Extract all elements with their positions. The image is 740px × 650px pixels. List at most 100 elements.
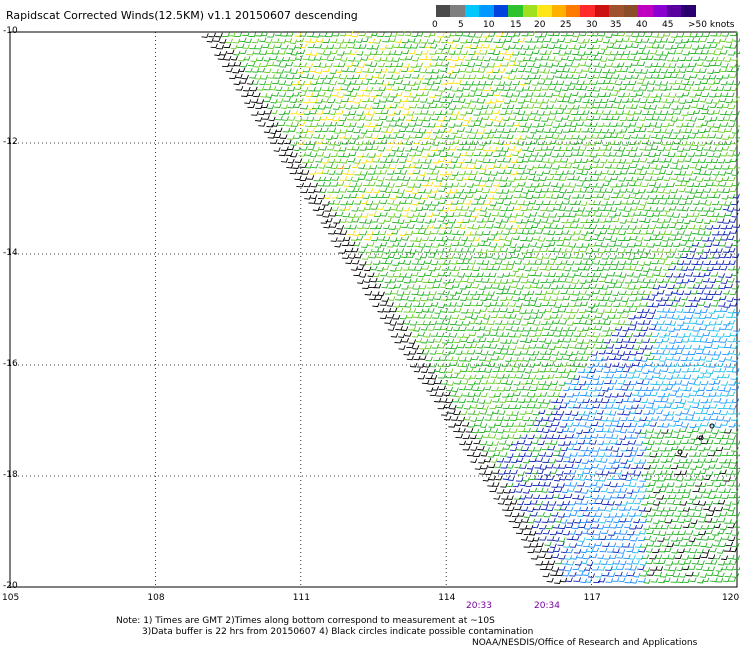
wind-barb (579, 422, 587, 427)
wind-barb (614, 241, 623, 247)
wind-barb (382, 81, 390, 86)
wind-barb (635, 152, 643, 157)
wind-barb (476, 343, 484, 349)
wind-barb (372, 158, 381, 163)
wind-barb (575, 254, 584, 259)
wind-barb (659, 499, 668, 505)
wind-barb (379, 169, 388, 175)
wind-barb (532, 481, 541, 487)
wind-barb (659, 55, 668, 61)
wind-barb (445, 356, 454, 361)
wind-barb (471, 272, 480, 278)
wind-barb (595, 212, 603, 217)
wind-barb (654, 139, 663, 144)
wind-barb (666, 344, 675, 350)
wind-barb (564, 453, 572, 458)
wind-barb (626, 200, 635, 205)
wind-barb (657, 392, 666, 398)
wind-barb (498, 326, 506, 331)
wind-barb (559, 176, 567, 181)
wind-barb (447, 79, 455, 85)
wind-barb (563, 440, 572, 446)
wind-barb (276, 56, 285, 62)
wind-barb (541, 362, 549, 367)
wind-barb (492, 367, 501, 373)
wind-barb (536, 542, 544, 548)
wind-barb (685, 530, 694, 535)
wind-barb (641, 110, 650, 116)
wind-barb (609, 523, 618, 529)
wind-barb (629, 235, 638, 241)
wind-barb (587, 115, 595, 121)
wind-barb (673, 428, 681, 433)
wind-barb (561, 302, 570, 308)
wind-barb (700, 398, 709, 404)
colorbar-swatch (551, 5, 566, 17)
wind-barb (707, 535, 716, 540)
wind-barb (428, 266, 437, 272)
wind-barb (571, 411, 579, 416)
wind-barb (727, 391, 736, 397)
wind-barb (574, 385, 582, 391)
wind-barb (536, 427, 544, 433)
wind-barb (592, 73, 601, 79)
wind-barb (419, 355, 427, 360)
wind-barb (605, 177, 613, 182)
wind-barb (533, 361, 542, 366)
wind-barb (648, 367, 656, 373)
wind-barb (500, 463, 509, 469)
wind-barb (507, 476, 515, 481)
wind-barb (625, 31, 634, 37)
wind-barb (455, 133, 463, 139)
wind-barb (618, 363, 626, 368)
wind-barb (632, 345, 641, 350)
wind-barb (314, 199, 323, 205)
wind-barb (659, 86, 668, 91)
wind-barb (647, 141, 655, 146)
wind-barb (577, 194, 585, 199)
wind-barb (374, 169, 382, 175)
wind-barb (662, 122, 670, 128)
wind-barb (409, 236, 418, 242)
wind-barb (633, 397, 642, 402)
wind-barb (449, 206, 458, 211)
wind-barb (451, 387, 459, 393)
wind-barb (455, 205, 463, 211)
wind-barb (351, 217, 360, 223)
wind-barb (633, 471, 642, 476)
wind-barb (662, 452, 670, 458)
wind-barb (608, 140, 616, 145)
wind-barb (483, 56, 491, 62)
wind-barb (337, 152, 345, 158)
wind-barb (659, 517, 667, 523)
wind-barb (720, 224, 728, 230)
wind-barb (681, 111, 689, 116)
wind-barb (588, 68, 597, 73)
wind-barb (626, 229, 635, 235)
wind-barb (689, 49, 697, 55)
wind-barb (525, 123, 533, 128)
wind-barb (704, 458, 713, 463)
wind-barb (528, 74, 537, 80)
wind-barb (256, 99, 265, 104)
wind-barb (591, 235, 600, 241)
wind-barb (290, 109, 299, 115)
wind-barb (727, 523, 735, 529)
wind-barb (724, 140, 733, 146)
wind-barb (449, 145, 457, 151)
wind-barb (365, 188, 374, 193)
wind-barb (693, 399, 701, 404)
wind-barb (311, 92, 320, 98)
wind-barb (473, 439, 481, 445)
wind-barb (679, 427, 688, 432)
wind-barb (580, 404, 588, 409)
wind-barb (571, 524, 580, 530)
wind-barb (565, 523, 574, 529)
wind-barb (714, 61, 722, 67)
wind-barb (514, 463, 522, 469)
wind-barb (274, 103, 282, 109)
wind-barb (539, 421, 548, 427)
wind-barb (438, 55, 447, 61)
wind-barb (264, 109, 272, 115)
wind-barb (314, 127, 323, 133)
